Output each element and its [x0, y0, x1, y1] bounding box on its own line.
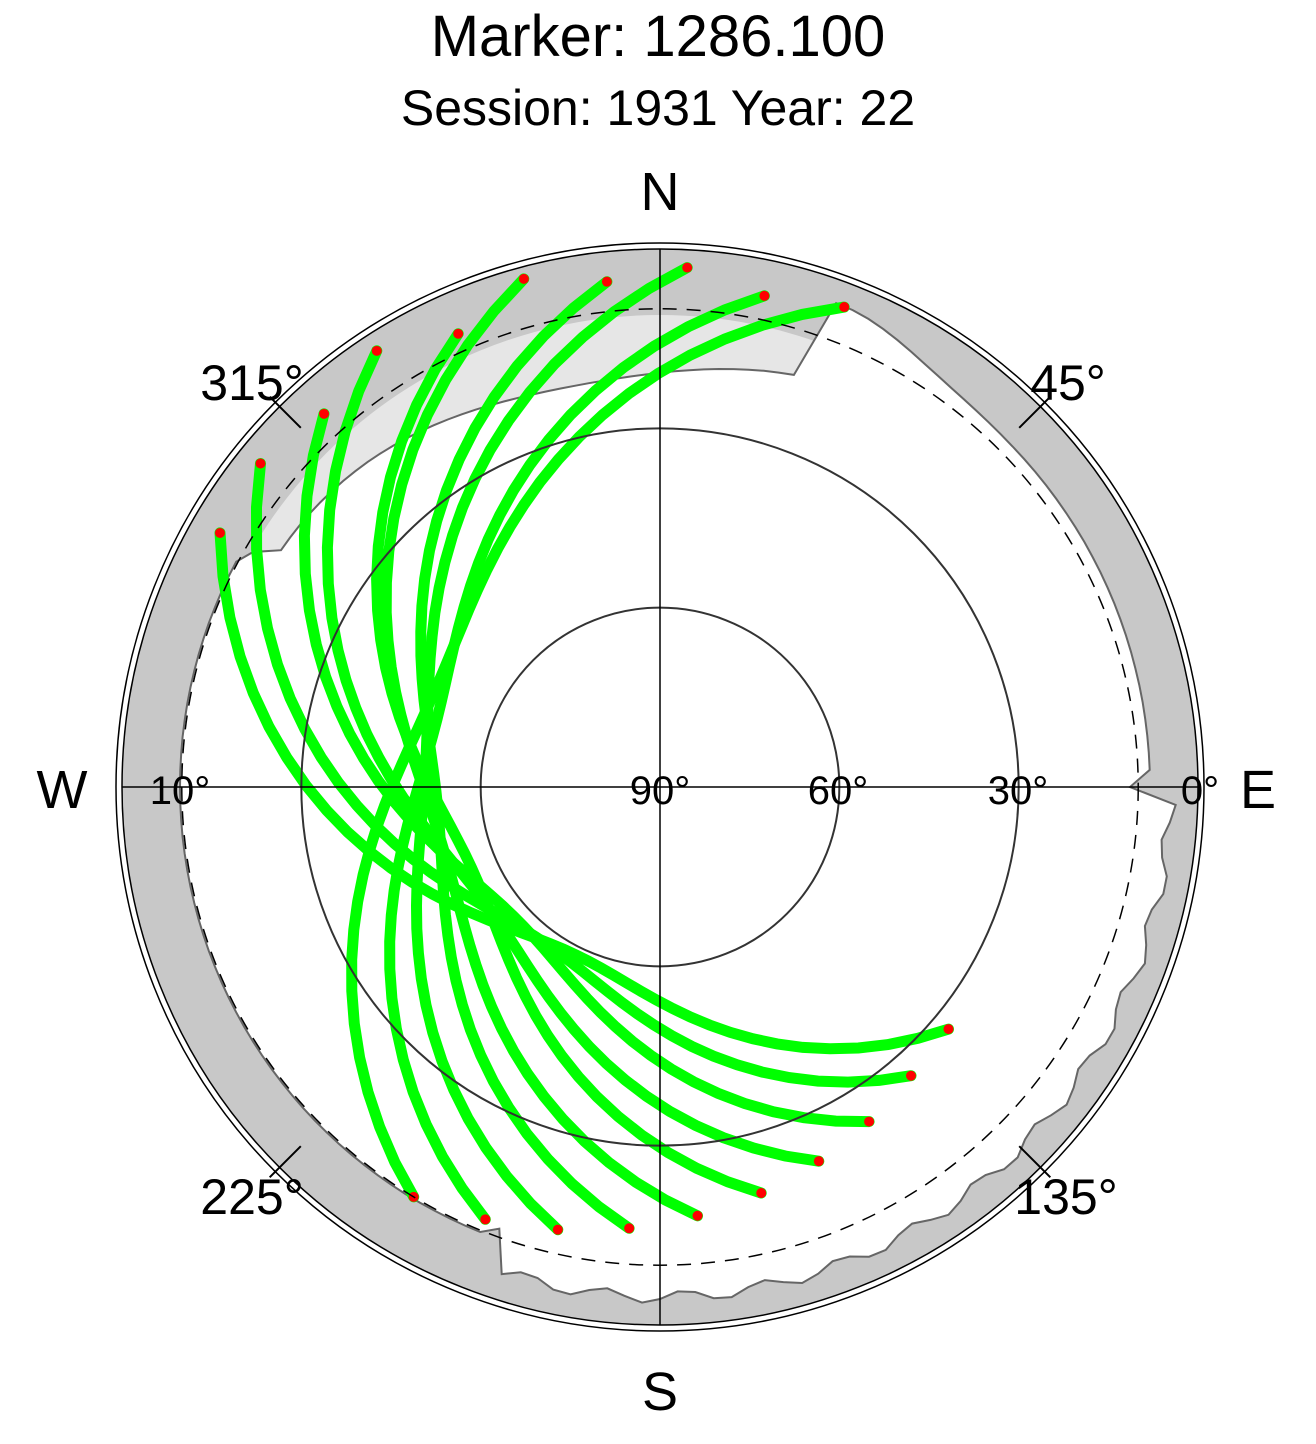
- elevation-label-10: 10°: [150, 769, 211, 813]
- track-end-point: [255, 458, 266, 469]
- track-line: [321, 345, 825, 1167]
- cardinal-label-n: N: [641, 162, 680, 222]
- cardinal-label-w: W: [37, 760, 88, 820]
- track-end-point: [371, 345, 382, 356]
- label-layer: N E S W 45° 135° 225° 315° 90° 60° 30° 0…: [37, 162, 1277, 1422]
- track-start-point: [943, 1024, 954, 1035]
- track-end-point: [453, 328, 464, 339]
- track-start-point: [480, 1214, 491, 1225]
- track-start-point: [905, 1070, 916, 1081]
- frame-ring: [115, 242, 1205, 1332]
- track-line: [415, 276, 635, 1234]
- track-start-point: [864, 1116, 875, 1127]
- track-start-point: [692, 1210, 703, 1221]
- track-end-point: [682, 262, 693, 273]
- elevation-label-60: 60°: [808, 769, 869, 813]
- chart-subtitle: Session: 1931 Year: 22: [400, 80, 916, 136]
- elevation-label-90: 90°: [630, 769, 691, 813]
- track-end-point: [518, 273, 529, 284]
- satellite-track: [415, 276, 635, 1234]
- track-start-point: [813, 1156, 824, 1167]
- track-end-point: [601, 276, 612, 287]
- track-start-point: [552, 1224, 563, 1235]
- track-start-point: [756, 1188, 767, 1199]
- satellite-track: [321, 345, 825, 1167]
- track-line: [384, 290, 770, 1225]
- track-end-point: [214, 527, 225, 538]
- satellite-track: [384, 290, 770, 1225]
- azimuth-label-315: 315°: [200, 355, 303, 411]
- track-start-point: [624, 1223, 635, 1234]
- elevation-label-0: 0°: [1181, 769, 1219, 813]
- track-end-point: [839, 302, 850, 313]
- satellite-track: [371, 328, 767, 1199]
- chart-title: Marker: 1286.100: [430, 4, 886, 69]
- cardinal-label-s: S: [642, 1362, 678, 1422]
- track-end-point: [759, 290, 770, 301]
- azimuth-label-225: 225°: [200, 1169, 303, 1225]
- track-end-point: [319, 408, 330, 419]
- grid-layer: [115, 242, 1205, 1332]
- azimuth-label-45: 45°: [1030, 355, 1106, 411]
- elevation-label-30: 30°: [988, 769, 1049, 813]
- azimuth-label-135: 135°: [1014, 1169, 1117, 1225]
- track-line: [371, 328, 767, 1199]
- cardinal-label-e: E: [1240, 760, 1276, 820]
